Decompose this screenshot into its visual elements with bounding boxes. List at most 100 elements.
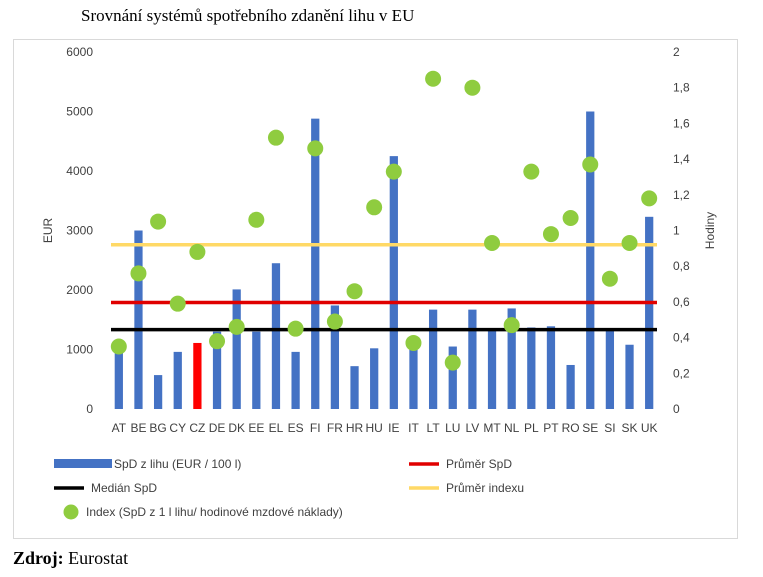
index-point-lt <box>425 70 442 87</box>
bar-mt <box>487 329 497 409</box>
bar-pt <box>546 326 556 409</box>
y2-tick-label: 0 <box>673 402 680 416</box>
bar-be <box>134 230 143 409</box>
y-tick-label: 6000 <box>66 45 93 59</box>
x-tick-label: BG <box>149 421 166 435</box>
index-point-lu <box>444 354 461 371</box>
x-tick-label: LU <box>445 421 460 435</box>
index-point-se <box>582 156 599 173</box>
x-tick-label: AT <box>112 421 127 435</box>
bar-ee <box>252 331 261 409</box>
x-tick-label: EL <box>269 421 284 435</box>
bar-lu <box>448 346 457 409</box>
x-tick-label: FR <box>327 421 343 435</box>
x-tick-label: PT <box>543 421 559 435</box>
index-point-dk <box>228 318 245 335</box>
index-point-bg <box>150 213 167 230</box>
bar-hu <box>370 348 379 409</box>
bar-uk <box>645 216 654 409</box>
x-tick-label: MT <box>483 421 501 435</box>
index-point-be <box>130 265 147 282</box>
y-tick-label: 0 <box>86 402 93 416</box>
bar-ie <box>389 156 398 409</box>
index-point-at <box>110 338 127 355</box>
bar-pl <box>527 327 536 409</box>
x-tick-label: LT <box>427 421 441 435</box>
x-tick-label: UK <box>641 421 658 435</box>
y-tick-label: 2000 <box>66 283 93 297</box>
x-tick-label: ES <box>288 421 304 435</box>
y2-tick-label: 1,8 <box>673 81 690 95</box>
chart-svg: 0 1000 2000 3000 4000 5000 6000 0 0,2 0,4 0,6 0,8 1 1… <box>41 45 717 520</box>
x-tick-label: NL <box>504 421 520 435</box>
index-point-ie <box>385 163 402 180</box>
x-tick-label: IE <box>388 421 399 435</box>
bar-ro <box>566 364 575 409</box>
y2-tick-label: 0,8 <box>673 259 690 273</box>
y2-tick-label: 0,2 <box>673 366 690 380</box>
chart-area: 0 1000 2000 3000 4000 5000 6000 0 0,2 0,4 0,6 0,8 1 1… <box>13 39 738 539</box>
bar-se <box>586 111 595 409</box>
legend-label: SpD z lihu (EUR / 100 l) <box>114 457 241 471</box>
legend-label: Průměr SpD <box>446 457 512 471</box>
chart-title: Srovnání systémů spotřebního zdanění lih… <box>81 6 415 25</box>
y2-axis-title: Hodiny <box>703 212 717 249</box>
y2-tick-label: 1,6 <box>673 116 690 130</box>
index-point-ee <box>248 211 265 228</box>
bar-dk <box>232 289 241 409</box>
bar-sk <box>625 344 634 409</box>
index-point-hr <box>346 283 363 300</box>
x-tick-label: RO <box>562 421 580 435</box>
y2-tick-label: 1,2 <box>673 188 690 202</box>
y-tick-label: 4000 <box>66 164 93 178</box>
x-tick-label: FI <box>310 421 321 435</box>
bar-it <box>409 349 418 409</box>
index-point-it <box>405 334 422 351</box>
x-tick-label: EE <box>248 421 264 435</box>
y2-tick-label: 2 <box>673 45 680 59</box>
index-point-pl <box>523 163 540 180</box>
index-point-fi <box>307 140 324 157</box>
bar-el <box>271 263 281 409</box>
y2-tick-label: 1 <box>673 224 680 238</box>
x-tick-label: PL <box>524 421 539 435</box>
bar-bg <box>153 375 163 409</box>
x-tick-label: DE <box>209 421 226 435</box>
source-value: Eurostat <box>68 548 129 568</box>
legend-swatch-bar <box>54 459 112 468</box>
index-point-hu <box>366 199 383 216</box>
source-note: Zdroj: Eurostat <box>13 548 128 569</box>
bar-at <box>114 349 123 409</box>
y-tick-label: 3000 <box>66 224 93 238</box>
bar-lt <box>428 309 438 409</box>
x-tick-label: SK <box>622 421 638 435</box>
legend-label: Průměr indexu <box>446 481 524 495</box>
source-label: Zdroj: <box>13 548 64 568</box>
index-point-sk <box>621 234 638 251</box>
x-tick-label: BE <box>130 421 146 435</box>
legend-swatch-dot <box>63 504 79 520</box>
index-point-si <box>601 270 618 287</box>
bar-lv <box>468 309 477 409</box>
bar-fr <box>330 305 340 409</box>
x-tick-label: HR <box>346 421 364 435</box>
index-point-uk <box>641 190 658 207</box>
y2-tick-label: 1,4 <box>673 152 690 166</box>
index-point-pt <box>542 226 559 243</box>
index-point-mt <box>484 234 501 251</box>
bar-fi <box>311 118 320 409</box>
bar-cy <box>173 351 182 409</box>
legend-label: Index (SpD z 1 l lihu/ hodinové mzdové n… <box>86 505 343 519</box>
y2-tick-label: 0,4 <box>673 331 690 345</box>
x-tick-label: HU <box>366 421 383 435</box>
y-tick-label: 5000 <box>66 105 93 119</box>
index-point-cy <box>169 295 186 312</box>
bar-hr <box>350 366 359 409</box>
index-point-el <box>267 129 284 146</box>
x-tick-label: IT <box>408 421 419 435</box>
x-tick-label: SI <box>604 421 615 435</box>
bar-nl <box>507 308 516 409</box>
y2-tick-label: 0,6 <box>673 295 690 309</box>
index-point-cz <box>189 243 206 260</box>
bar-si <box>605 330 615 409</box>
